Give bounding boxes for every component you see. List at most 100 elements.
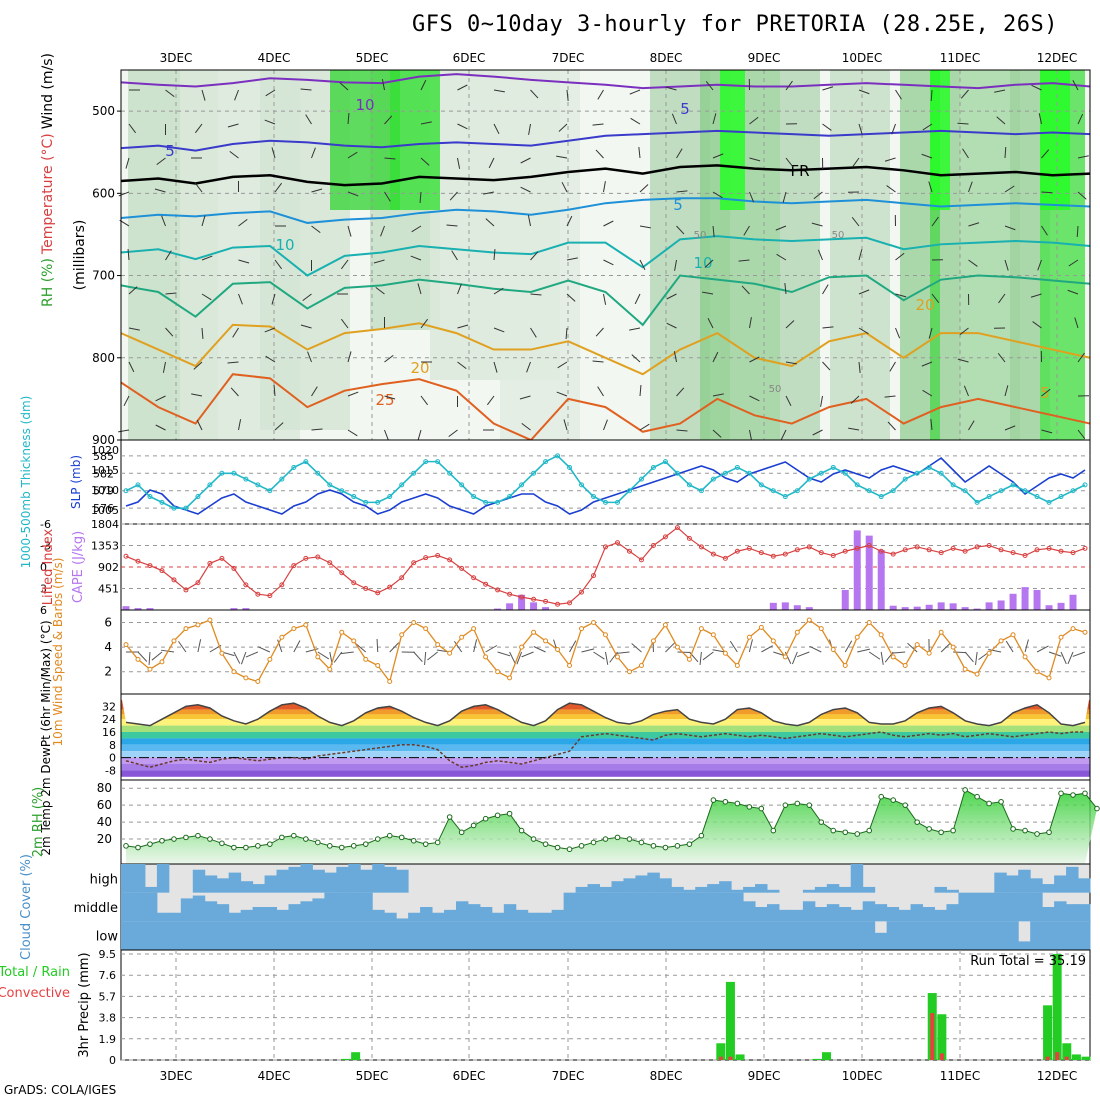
cloud-cell <box>420 921 433 950</box>
data-point <box>674 843 681 849</box>
wind-barb <box>1038 113 1042 125</box>
data-point <box>374 836 381 842</box>
wind-barb <box>493 361 498 373</box>
cloud-cell <box>1018 941 1031 950</box>
temp-band <box>121 725 1090 732</box>
data-point <box>411 470 417 476</box>
wind-barb <box>676 225 685 235</box>
rh-shading <box>500 70 580 440</box>
data-point <box>507 591 513 597</box>
temp-ylabel: 2m Temp 2m DewPt (6hr Min/Max) (°C) <box>39 620 53 855</box>
cloud-cell <box>838 921 852 950</box>
wind-barb <box>427 651 438 661</box>
wind-barb <box>526 361 531 373</box>
wind-barb <box>822 284 829 295</box>
cloud-cell <box>288 866 301 893</box>
data-point <box>471 626 477 632</box>
cloud-cell <box>802 889 816 893</box>
wind-barb <box>895 89 902 100</box>
data-point <box>722 650 728 656</box>
data-point <box>135 558 141 564</box>
wind-barb <box>373 259 385 264</box>
data-point <box>315 470 321 476</box>
data-point <box>339 629 345 635</box>
wind-barb <box>1004 185 1015 193</box>
data-point <box>878 494 884 500</box>
cloud-cell <box>491 912 505 922</box>
wind-barb <box>782 191 787 203</box>
cloud-cell <box>683 892 696 922</box>
bottom-date-label: 7DEC <box>552 1069 585 1083</box>
rh-shading <box>780 70 820 440</box>
data-point <box>626 669 632 675</box>
wind-barb <box>178 641 187 653</box>
data-point <box>219 650 225 656</box>
wind-barb <box>1077 429 1086 439</box>
wind-barb <box>300 324 312 329</box>
precip-bar <box>341 1058 351 1060</box>
data-point <box>842 663 848 669</box>
data-point <box>303 622 309 628</box>
temp-line <box>125 702 1086 727</box>
data-point <box>255 843 261 849</box>
precip-bar <box>1062 1043 1072 1060</box>
y-tick-label: 32 <box>102 700 116 713</box>
wind-barb <box>639 184 649 193</box>
data-point <box>303 459 309 465</box>
cape-bar <box>937 602 945 610</box>
data-point <box>962 787 968 793</box>
cape-bar <box>542 607 550 610</box>
contour-label: 50 <box>769 384 782 395</box>
data-point <box>183 587 189 593</box>
cloud-cell <box>264 907 278 922</box>
wind-barb <box>240 651 247 665</box>
wind-barb <box>165 250 172 261</box>
wind-barb <box>820 395 823 407</box>
data-point <box>830 464 836 470</box>
cape-bar <box>242 608 250 610</box>
data-point <box>423 555 429 561</box>
wind-barb <box>307 351 312 363</box>
data-point <box>1010 826 1016 832</box>
wind-barb <box>1004 225 1016 231</box>
data-point <box>1034 831 1040 837</box>
data-point <box>818 470 824 476</box>
data-point <box>135 482 141 488</box>
convective-bar <box>728 1056 733 1060</box>
cape-bar <box>146 608 154 610</box>
cloud-cell <box>372 864 385 893</box>
data-point <box>914 819 920 825</box>
wind-barb <box>603 259 614 266</box>
data-point <box>626 488 632 494</box>
data-point <box>267 488 273 494</box>
cloud-cell <box>192 869 206 893</box>
cloud-cell <box>1006 921 1019 950</box>
data-point <box>854 482 860 488</box>
cloud-cell <box>970 921 983 950</box>
ylabel-part: Wind (m/s) <box>40 53 56 129</box>
cloud-cell <box>132 892 146 922</box>
data-point <box>806 476 812 482</box>
wind-barb <box>858 249 863 261</box>
data-point <box>554 844 561 851</box>
data-point <box>219 470 225 476</box>
data-point <box>938 470 944 476</box>
cloud-cell <box>719 921 732 950</box>
wind-barb <box>676 148 683 159</box>
data-point <box>483 654 489 660</box>
cloud-cell <box>539 912 553 922</box>
data-point <box>147 666 153 672</box>
wind-barb <box>165 89 175 98</box>
wind-barb <box>154 188 166 193</box>
wind-barb <box>639 225 651 229</box>
data-point <box>231 470 237 476</box>
cape-bar <box>494 608 502 610</box>
y-tick-label: 7.6 <box>99 969 117 982</box>
wind-barb <box>959 327 969 336</box>
wind-barb <box>311 428 323 431</box>
wind-barb <box>1004 385 1009 397</box>
cloud-cell <box>312 869 325 893</box>
data-point <box>147 494 153 500</box>
wind-barb <box>457 283 462 295</box>
wind-barb <box>274 422 284 431</box>
